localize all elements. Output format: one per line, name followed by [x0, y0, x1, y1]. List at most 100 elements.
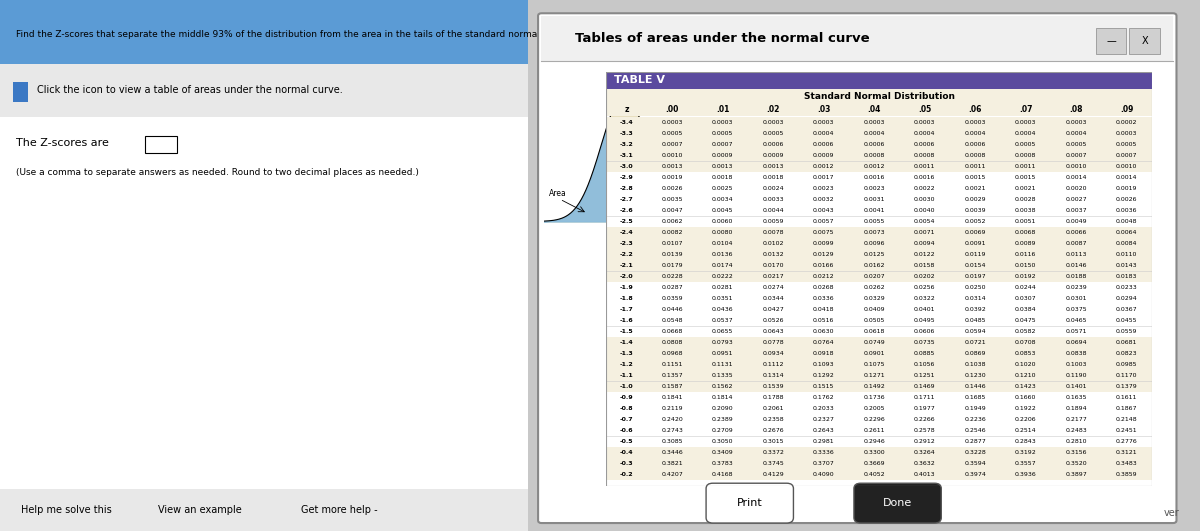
Text: 0.0059: 0.0059	[762, 219, 784, 224]
Text: 0.3557: 0.3557	[1015, 461, 1037, 466]
Text: 0.0901: 0.0901	[864, 352, 884, 356]
Text: 0.0197: 0.0197	[965, 275, 986, 279]
Text: 0.1003: 0.1003	[1066, 362, 1087, 367]
Text: 0.0192: 0.0192	[1015, 275, 1037, 279]
Text: 0.3520: 0.3520	[1066, 461, 1087, 466]
Text: 0.2177: 0.2177	[1066, 417, 1087, 422]
Text: 0.0694: 0.0694	[1066, 340, 1087, 345]
Text: 0.3336: 0.3336	[812, 450, 834, 456]
Text: 0.0069: 0.0069	[965, 230, 986, 235]
Text: 0.0162: 0.0162	[864, 263, 884, 268]
Text: 0.0094: 0.0094	[914, 241, 936, 246]
Text: 0.2776: 0.2776	[1116, 439, 1138, 444]
Text: -0.3: -0.3	[619, 461, 634, 466]
Text: 0.2514: 0.2514	[1015, 429, 1037, 433]
Text: 0.1251: 0.1251	[914, 373, 936, 378]
Text: 0.0007: 0.0007	[712, 142, 733, 147]
Text: 0.0485: 0.0485	[965, 318, 986, 323]
Text: 0.0007: 0.0007	[1116, 153, 1138, 158]
Text: -1.0: -1.0	[619, 384, 634, 389]
Text: 0.0071: 0.0071	[914, 230, 936, 235]
Text: 0.0003: 0.0003	[1015, 120, 1037, 125]
Text: 0.0174: 0.0174	[712, 263, 733, 268]
Bar	[606, 414, 1152, 425]
Text: 0.1611: 0.1611	[1116, 396, 1138, 400]
Text: 0.2709: 0.2709	[712, 429, 733, 433]
Text: 0.4052: 0.4052	[864, 473, 886, 477]
Text: 0.3372: 0.3372	[762, 450, 784, 456]
Bar	[606, 425, 1152, 436]
Text: 0.0110: 0.0110	[1116, 252, 1138, 258]
Text: 0.0129: 0.0129	[812, 252, 834, 258]
Bar	[606, 103, 1152, 116]
Text: 0.0281: 0.0281	[712, 285, 733, 290]
Text: 0.2206: 0.2206	[1015, 417, 1037, 422]
Text: 0.0003: 0.0003	[965, 120, 986, 125]
Text: 0.0013: 0.0013	[712, 164, 733, 169]
Text: 0.0014: 0.0014	[1116, 175, 1138, 180]
Text: 0.3228: 0.3228	[965, 450, 986, 456]
Text: 0.0618: 0.0618	[864, 329, 884, 335]
Text: 0.0384: 0.0384	[1015, 307, 1037, 312]
Text: 0.2912: 0.2912	[914, 439, 936, 444]
Bar	[606, 447, 1152, 458]
Text: 0.0008: 0.0008	[1015, 153, 1037, 158]
Text: -2.2: -2.2	[619, 252, 634, 258]
Text: 0.2389: 0.2389	[712, 417, 733, 422]
Text: 0.1841: 0.1841	[661, 396, 683, 400]
Text: 0.3409: 0.3409	[712, 450, 733, 456]
Text: 0.0132: 0.0132	[762, 252, 784, 258]
Text: 0.1814: 0.1814	[712, 396, 733, 400]
Bar	[606, 271, 1152, 282]
Text: 0.0764: 0.0764	[812, 340, 834, 345]
Text: 0.1335: 0.1335	[712, 373, 733, 378]
Text: 0.0045: 0.0045	[712, 208, 733, 213]
Text: 0.0009: 0.0009	[812, 153, 834, 158]
Text: -1.9: -1.9	[619, 285, 634, 290]
Text: .04: .04	[868, 105, 881, 114]
Text: 0.0250: 0.0250	[965, 285, 986, 290]
Text: 0.0002: 0.0002	[1116, 120, 1138, 125]
Text: -3.1: -3.1	[619, 153, 634, 158]
Text: View an example: View an example	[158, 505, 242, 515]
Text: 0.0136: 0.0136	[712, 252, 733, 258]
Text: 0.0778: 0.0778	[762, 340, 784, 345]
Text: 0.0066: 0.0066	[1066, 230, 1087, 235]
Text: 0.0582: 0.0582	[1015, 329, 1037, 335]
Text: 0.0018: 0.0018	[712, 175, 733, 180]
Text: -2.1: -2.1	[619, 263, 634, 268]
Text: 0.0038: 0.0038	[1015, 208, 1037, 213]
Text: Tables of areas under the normal curve: Tables of areas under the normal curve	[575, 32, 870, 45]
Text: 0.0217: 0.0217	[762, 275, 784, 279]
Text: 0.1635: 0.1635	[1066, 396, 1087, 400]
Text: 0.0006: 0.0006	[864, 142, 884, 147]
Text: 0.2236: 0.2236	[965, 417, 986, 422]
Text: 0.0032: 0.0032	[812, 198, 834, 202]
Text: 0.0869: 0.0869	[965, 352, 986, 356]
Text: 0.0006: 0.0006	[762, 142, 784, 147]
Text: -0.6: -0.6	[619, 429, 634, 433]
Text: 0.0606: 0.0606	[914, 329, 936, 335]
Text: -0.4: -0.4	[619, 450, 634, 456]
Text: 0.2611: 0.2611	[864, 429, 884, 433]
Text: 0.0003: 0.0003	[864, 120, 884, 125]
Text: 0.1190: 0.1190	[1066, 373, 1087, 378]
Text: 0.0014: 0.0014	[1066, 175, 1087, 180]
Text: -2.0: -2.0	[619, 275, 634, 279]
Text: 0.0005: 0.0005	[762, 131, 784, 136]
Bar	[606, 227, 1152, 238]
Text: .08: .08	[1069, 105, 1082, 114]
Text: 0.0749: 0.0749	[863, 340, 886, 345]
Text: 0.2546: 0.2546	[965, 429, 986, 433]
Text: 0.0233: 0.0233	[1116, 285, 1138, 290]
Bar	[606, 139, 1152, 150]
Text: -1.4: -1.4	[619, 340, 634, 345]
Text: 0.2843: 0.2843	[1015, 439, 1037, 444]
Text: z: z	[624, 105, 629, 114]
Text: 0.1401: 0.1401	[1066, 384, 1087, 389]
Text: 0.0003: 0.0003	[661, 120, 683, 125]
Text: 0.3669: 0.3669	[864, 461, 886, 466]
Text: 0.0681: 0.0681	[1116, 340, 1138, 345]
Text: 0.2119: 0.2119	[661, 406, 683, 412]
Text: 0.0207: 0.0207	[864, 275, 886, 279]
